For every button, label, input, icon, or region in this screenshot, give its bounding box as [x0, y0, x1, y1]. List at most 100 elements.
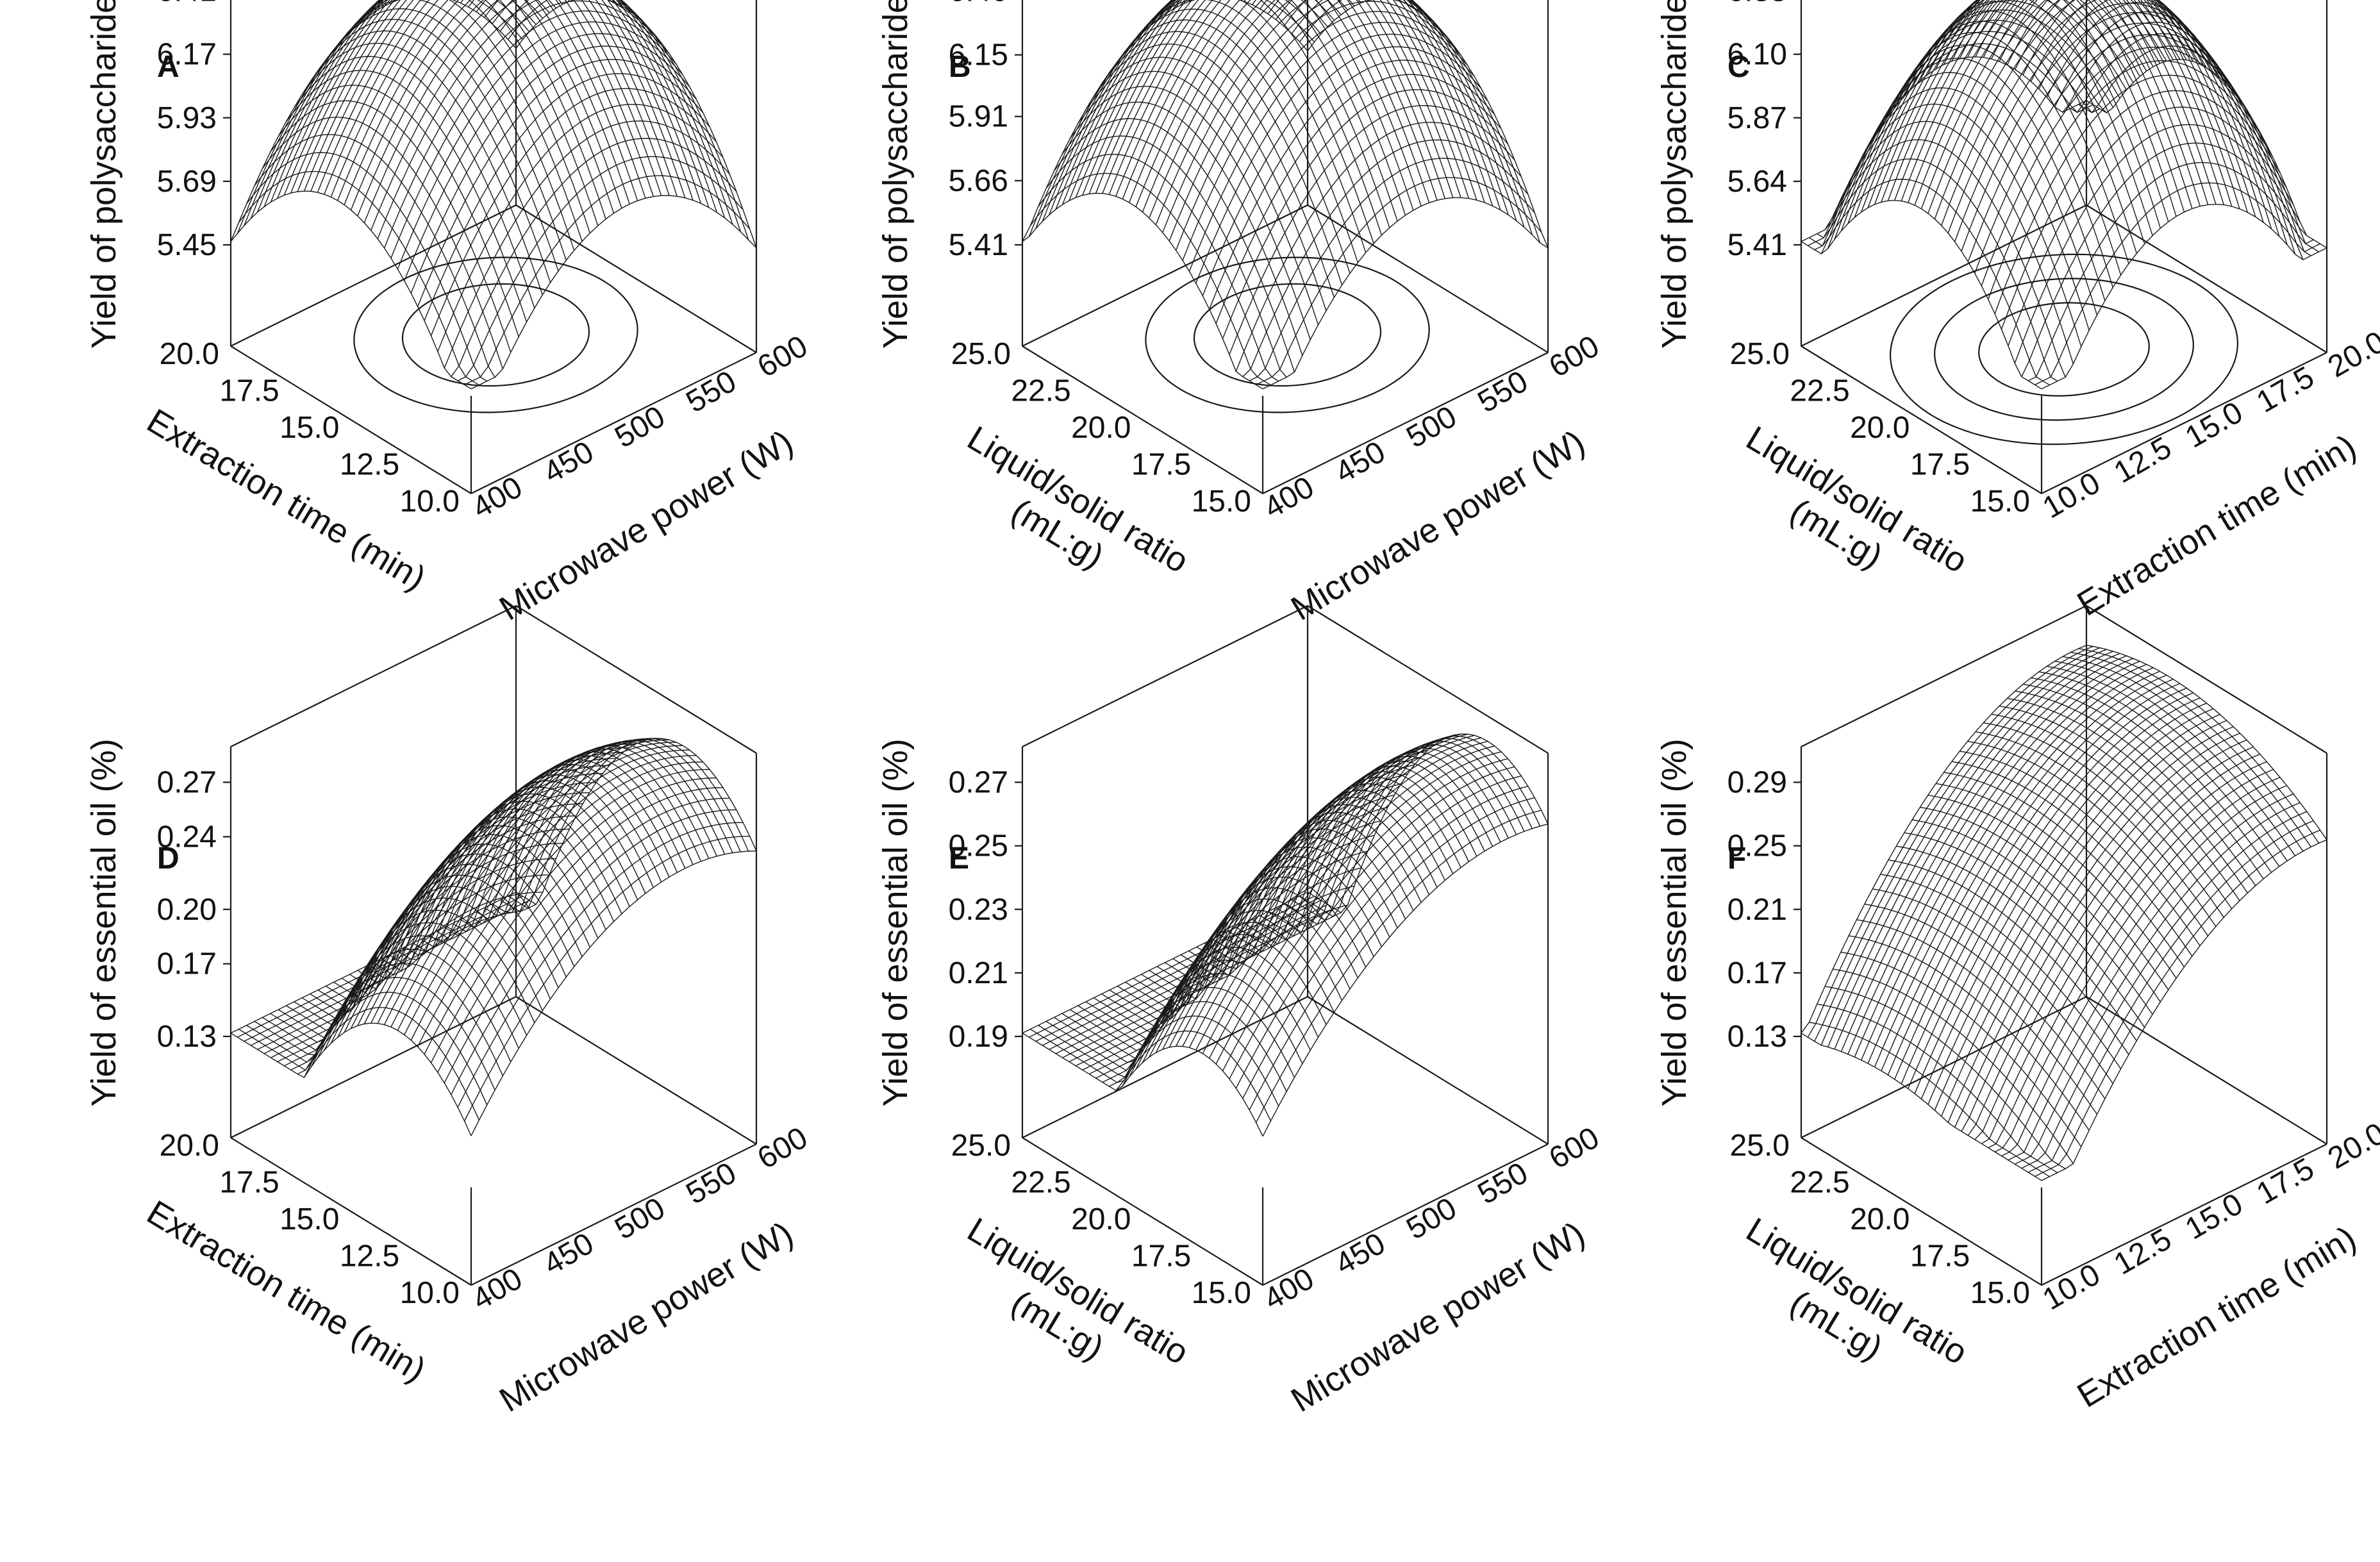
surface-grid-line: [397, 0, 638, 201]
chart-panel-a: 6.41 6.17 5.93 5.69 5.45 Yield of polysacchar…: [85, 0, 813, 628]
right-tick-label: 450: [1329, 1227, 1391, 1282]
surface-grid-line: [1172, 0, 1414, 211]
surface-grid-line: [457, 822, 744, 1108]
surface-grid-line: [470, 851, 757, 1136]
surface-grid-line: [1927, 0, 2214, 214]
axis-box-edge: [2086, 605, 2327, 754]
panel-letter: D: [157, 842, 179, 876]
surface-grid-line: [254, 134, 495, 378]
surface-grid-line: [1029, 895, 1315, 1038]
surface-grid-line: [365, 0, 606, 219]
surface-grid-line: [1022, 0, 1308, 242]
surface-grid-line: [230, 892, 517, 1034]
z-tick-label: 5.69: [157, 165, 217, 199]
surface-grid-line: [1093, 43, 1335, 298]
surface-grid-line: [2046, 1, 2288, 245]
surface-grid-line: [1356, 0, 1445, 199]
surface-grid-line: [1299, 735, 1541, 917]
surface-grid-line: [1291, 0, 1533, 235]
right-tick-label: 20.0: [2322, 1117, 2380, 1176]
surface-grid-line: [1069, 0, 1355, 201]
axes-box: [229, 605, 758, 1286]
z-axis-label: Yield of polysaccharides (%): [876, 0, 915, 349]
surface-grid-line: [437, 787, 723, 1073]
axis-box-edge: [470, 352, 757, 494]
surface-grid-line: [250, 0, 537, 219]
right-tick-label: 10.0: [2037, 1258, 2106, 1317]
surface-grid-line: [1283, 0, 1525, 228]
surface-grid-line: [1262, 197, 1549, 390]
left-axis-ticks: 20.017.515.012.510.0: [160, 337, 460, 519]
surface-grid-line: [515, 738, 757, 905]
axis-box-edge: [515, 996, 757, 1145]
z-tick-label: 6.33: [1727, 0, 1787, 8]
surface-grid-line: [1307, 733, 1549, 913]
contour-line: [353, 256, 638, 413]
left-tick-label: 22.5: [1790, 1166, 1849, 1200]
surface-grid-line: [1276, 0, 1517, 221]
surface-grid-line: [1834, 652, 2120, 1050]
surface-grid-line: [1386, 0, 1477, 201]
panel-letter: B: [949, 50, 971, 84]
surface-grid-line: [1188, 735, 1475, 1048]
surface-grid-line: [1142, 0, 1429, 213]
z-tick-label: 0.27: [949, 766, 1008, 800]
axis-box-edge: [230, 605, 517, 747]
right-tick-label: 550: [1472, 365, 1534, 420]
surface-grid-line: [1920, 702, 2207, 1099]
surface-grid-line: [1919, 0, 2161, 229]
surface-grid-line: [1959, 0, 2201, 206]
surface-grid-line: [270, 0, 557, 203]
z-axis-ticks: 6.40 6.15 5.91 5.66 5.41: [949, 0, 1022, 262]
surface-grid-line: [1115, 0, 1402, 197]
surface-grid-line: [1887, 679, 2174, 1076]
surface-grid-line: [1085, 56, 1327, 312]
axis-box-edge: [1022, 1137, 1263, 1286]
surface-grid-line: [2054, 660, 2296, 856]
surface-grid-line: [388, 0, 630, 204]
left-tick-label: 12.5: [340, 448, 399, 482]
left-tick-label: 20.0: [1850, 411, 1910, 445]
right-tick-label: 600: [752, 329, 813, 385]
axis-box-edge: [1307, 204, 1549, 353]
surface-grid-line: [1307, 0, 1549, 249]
z-axis-ticks: 6.33 6.10 5.87 5.64 5.41: [1727, 0, 1801, 262]
surface-grid-line: [1055, 912, 1342, 1054]
surface-grid-line: [1088, 0, 1193, 194]
surface-grid-line: [1983, 0, 2224, 205]
surface-grid-line: [1276, 744, 1517, 929]
surface-grid-line: [499, 0, 741, 232]
surface-grid-line: [2086, 58, 2327, 249]
surface-grid-line: [1022, 192, 1263, 390]
response-surface: [1801, 645, 2327, 1181]
z-tick-label: 0.23: [949, 893, 1008, 927]
surface-grid-line: [470, 195, 757, 390]
right-tick-label: 600: [1544, 1121, 1605, 1176]
surface-grid-line: [1155, 0, 1442, 226]
surface-grid-line: [1188, 0, 1430, 203]
z-tick-label: 5.45: [157, 228, 217, 262]
z-tick-label: 0.24: [157, 820, 217, 854]
surface-grid-line: [573, 0, 662, 196]
surface-grid-line: [238, 1007, 480, 1120]
z-tick-label: 0.19: [949, 1020, 1008, 1054]
surface-grid-line: [250, 904, 537, 1046]
surface-grid-line: [2022, 0, 2264, 223]
axis-box-edge: [1262, 1143, 1549, 1286]
surface-grid-line: [1947, 0, 2234, 233]
right-tick-label: 12.5: [2108, 1222, 2177, 1282]
right-tick-label: 500: [610, 1192, 671, 1247]
right-axis-label: Microwave power (W): [493, 422, 799, 627]
contour-line: [1145, 256, 1430, 413]
left-tick-label: 25.0: [1730, 337, 1790, 371]
surface-grid-line: [515, 0, 757, 249]
z-tick-label: 5.93: [157, 101, 217, 135]
surface-grid-line: [244, 0, 530, 226]
z-tick-label: 0.25: [949, 829, 1008, 863]
surface-grid-line: [277, 0, 563, 199]
surface-grid-line: [1122, 0, 1408, 199]
surface-grid-line: [363, 0, 650, 223]
axis-box-edge: [2041, 1143, 2327, 1286]
surface-grid-line: [1801, 1033, 2042, 1181]
